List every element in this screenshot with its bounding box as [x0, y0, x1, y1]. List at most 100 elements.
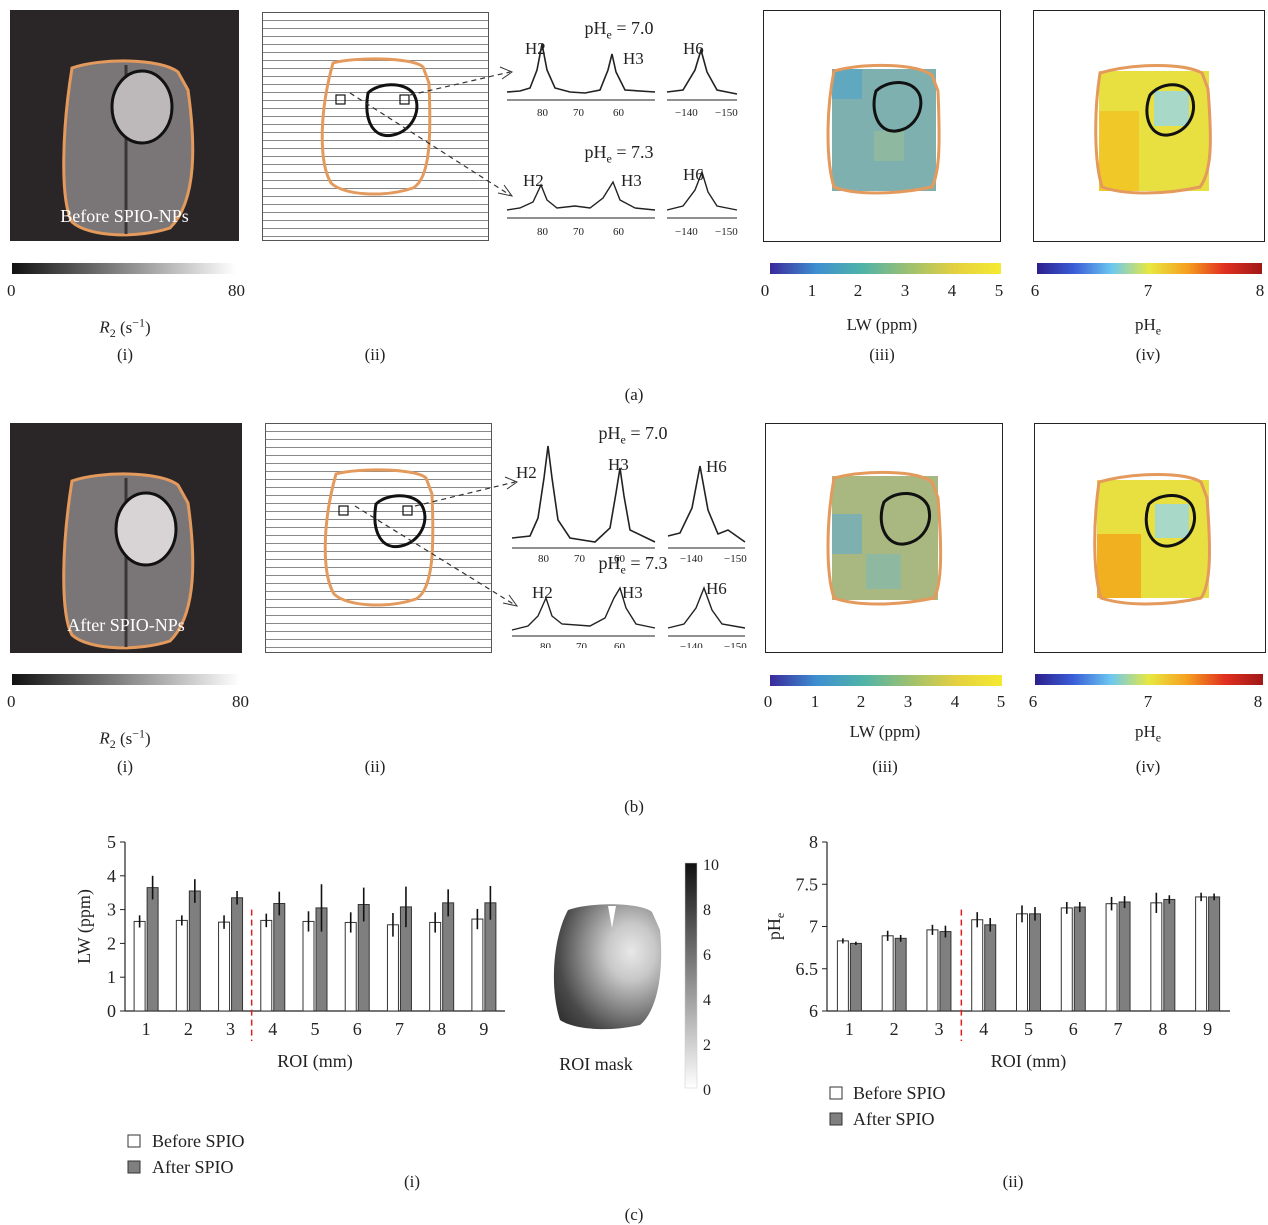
svg-text:−150: −150 [724, 553, 747, 565]
svg-text:8: 8 [703, 902, 711, 919]
bar-after [849, 942, 862, 1012]
y-tick-label: 4 [107, 866, 116, 886]
x-axis-label: ROI (mm) [991, 1051, 1067, 1072]
svg-text:10: 10 [703, 857, 719, 874]
bar-after [984, 924, 997, 1012]
ph-top: pHe = 7.0 [584, 18, 654, 42]
bar-before [175, 919, 188, 1012]
ph-map [1033, 10, 1265, 242]
ph-bottom: pHe = 7.3 [598, 553, 668, 577]
bar-before [1060, 907, 1073, 1012]
bar-before [1016, 913, 1028, 1012]
svg-text:H6: H6 [706, 579, 727, 598]
y-tick-label: 5 [107, 832, 116, 852]
brain-outline [62, 59, 195, 237]
svg-text:H6: H6 [683, 165, 704, 184]
x-tick-label: 7 [395, 1019, 404, 1039]
bar-before [1105, 903, 1118, 1012]
spectra-overlay [320, 57, 432, 196]
mri-image-after: After SPIO-NPs [10, 423, 242, 653]
bar-after [231, 897, 244, 1012]
x-tick-label: 3 [934, 1019, 943, 1039]
spectra-grid [262, 12, 489, 241]
svg-text:H6: H6 [706, 457, 727, 476]
svg-text:H3: H3 [608, 455, 629, 474]
legend-right: Before SPIO After SPIO [829, 1083, 946, 1129]
r2-min: 0 [7, 281, 16, 300]
svg-text:Before SPIO: Before SPIO [853, 1083, 946, 1103]
sub-iii: (iii) [869, 345, 895, 364]
svg-text:80: 80 [538, 553, 550, 565]
bar-after [1029, 913, 1041, 1012]
ph-bottom: pHe = 7.3 [584, 142, 654, 166]
sub-i: (i) [116, 345, 134, 364]
svg-text:H3: H3 [623, 49, 644, 68]
svg-text:70: 70 [576, 641, 588, 648]
y-tick-label: 7.5 [796, 874, 819, 894]
ph-top: pHe = 7.0 [598, 423, 668, 447]
bar-after [1208, 896, 1221, 1012]
bar-after [188, 890, 201, 1012]
r2-max: 80 [228, 281, 245, 300]
svg-text:60: 60 [614, 553, 626, 565]
bar-before [302, 920, 315, 1012]
sub-c-ii: (ii) [1003, 1172, 1024, 1191]
bar-before [971, 919, 984, 1012]
bar-before [260, 919, 273, 1012]
svg-text:H3: H3 [621, 171, 642, 190]
svg-text:6: 6 [703, 947, 711, 964]
r2-colorbar [12, 674, 240, 685]
bar-before [836, 940, 849, 1012]
y-axis-label: LW (ppm) [74, 889, 95, 964]
bar-after [1118, 901, 1131, 1012]
svg-text:−150: −150 [724, 641, 747, 648]
svg-text:−140: −140 [675, 226, 698, 238]
svg-text:H3: H3 [622, 583, 643, 602]
x-tick-label: 5 [311, 1019, 320, 1039]
x-tick-label: 1 [845, 1019, 854, 1039]
svg-text:60: 60 [613, 226, 625, 238]
mri-caption: Before SPIO-NPs [60, 206, 189, 226]
bar-after [939, 931, 952, 1012]
x-tick-label: 7 [1114, 1019, 1123, 1039]
svg-text:−140: −140 [675, 107, 698, 119]
y-tick-label: 2 [107, 933, 116, 953]
ph-colorbar [1037, 263, 1262, 274]
lw-colorbar [770, 263, 1001, 274]
roi-mask-label: ROI mask [559, 1054, 633, 1074]
bar-before [1195, 896, 1208, 1012]
y-tick-label: 3 [107, 900, 116, 920]
mri-caption: After SPIO-NPs [67, 615, 185, 635]
x-tick-label: 1 [142, 1019, 151, 1039]
ph-colorbar [1035, 674, 1263, 685]
brain-outline [62, 472, 195, 650]
y-tick-label: 1 [107, 967, 116, 987]
svg-text:70: 70 [573, 107, 585, 119]
y-tick-label: 6.5 [796, 959, 819, 979]
svg-text:H6: H6 [683, 39, 704, 58]
panel-c: 0 1 2 3 4 5 1 2 3 4 5 6 7 8 9 ROI (mm) LW (ppm) 6 6.5 7 7.5… [74, 832, 1230, 1224]
svg-text:−150: −150 [715, 107, 738, 119]
bar-after [894, 937, 907, 1012]
svg-text:80: 80 [537, 107, 549, 119]
r2-label: R2 (s−1) [99, 315, 151, 341]
bar-before [429, 921, 442, 1012]
svg-text:H2: H2 [532, 583, 553, 602]
bar-before [881, 935, 894, 1012]
lw-map [765, 423, 1003, 653]
sub-ii: (ii) [364, 345, 386, 364]
lw-colorbar [770, 675, 1002, 686]
svg-text:−140: −140 [680, 641, 703, 648]
lw-map [763, 10, 1001, 242]
svg-text:Before SPIO: Before SPIO [152, 1131, 245, 1151]
svg-text:H2: H2 [523, 171, 544, 190]
bar-before [133, 920, 146, 1012]
x-tick-label: 6 [1069, 1019, 1078, 1039]
ph-label: pHe [1134, 315, 1162, 338]
sub-iv: (iv) [1135, 345, 1161, 364]
x-tick-label: 6 [353, 1019, 362, 1039]
y-tick-label: 0 [107, 1001, 116, 1021]
x-tick-label: 4 [979, 1019, 988, 1039]
y-axis-label: pHe [764, 913, 787, 940]
panel-b-label: (b) [624, 797, 644, 816]
